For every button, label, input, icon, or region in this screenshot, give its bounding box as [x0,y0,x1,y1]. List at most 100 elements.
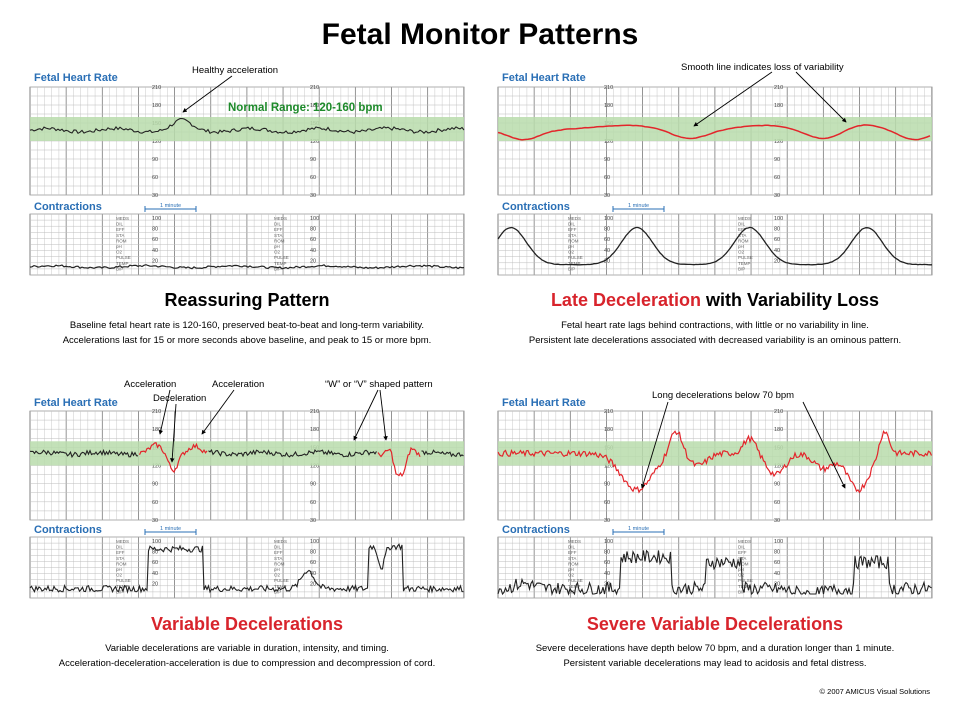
chart-side-label: O2 [274,250,281,255]
fhr-trace [29,448,139,459]
normal-range-label: Normal Range: 120-160 bpm [228,102,383,114]
chart-side-label: PULSE [738,255,753,260]
contraction-trace [497,549,932,597]
chart-side-label: PULSE [568,578,583,583]
contraction-grid [497,213,933,276]
panel-description-line2: Acceleration-deceleration-acceleration i… [59,658,436,669]
chart-side-label: ROM [568,238,579,243]
one-minute-label: 1 minute [628,203,649,209]
uc-scale-label: 100 [152,216,161,222]
chart-side-label: STA [116,556,124,561]
uc-scale-label: 40 [774,248,780,254]
fhr-scale-label: 210 [310,409,319,415]
chart-side-label: PULSE [274,255,289,260]
fhr-label: Fetal Heart Rate [502,397,586,409]
fhr-scale-label: 30 [310,518,316,524]
chart-side-label: pH [568,244,574,249]
fhr-scale-label: 120 [774,464,783,470]
chart-side-label: PULSE [274,578,289,583]
chart-side-label: DIL [738,545,746,550]
uc-scale-label: 40 [604,571,610,577]
panel-description-line2: Persistent variable decelerations may le… [563,658,866,669]
fhr-scale-label: 120 [774,139,783,145]
chart-side-label: MEDS [568,539,581,544]
chart-side-label: B/P [738,589,745,594]
chart-side-label: ROM [738,561,749,566]
chart-side-label: pH [274,244,280,249]
fhr-scale-label: 30 [310,193,316,199]
chart-side-label: DIL [116,222,124,227]
fhr-scale-label: 120 [604,464,613,470]
chart-side-label: PULSE [738,578,753,583]
chart-side-label: B/P [116,266,123,271]
fhr-scale-label: 210 [604,85,613,91]
fhr-scale-label: 60 [152,500,158,506]
fhr-scale-label: 180 [310,103,319,109]
chart-side-label: pH [116,244,122,249]
fhr-scale-label: 120 [152,464,161,470]
fhr-scale-label: 30 [152,518,158,524]
chart-side-label: TEMP [274,261,287,266]
fhr-scale-label: 180 [774,427,783,433]
copyright: © 2007 AMICUS Visual Solutions [820,687,931,696]
annotation-w-v-pattern: “W” or “V” shaped pattern [325,379,433,390]
chart-side-label: pH [116,567,122,572]
uc-scale-label: 80 [604,227,610,233]
annotation-acceleration-2: Acceleration [212,379,264,390]
annotation-arrow [693,71,773,127]
chart-side-label: TEMP [738,261,751,266]
panel-heading: Reassuring Pattern [164,290,329,310]
fhr-trace-deceleration [138,441,208,474]
contractions-label: Contractions [502,201,570,213]
chart-side-label: ROM [116,561,127,566]
chart-side-label: B/P [568,266,575,271]
panel-description-line2: Accelerations last for 15 or more second… [63,335,432,346]
uc-scale-label: 80 [774,550,780,556]
fhr-scale-label: 210 [774,409,783,415]
chart-side-label: TEMP [274,584,287,589]
chart-side-label: O2 [738,250,745,255]
fhr-scale-label: 180 [152,427,161,433]
annotation-arrow [182,75,233,113]
chart-side-label: MEDS [738,216,751,221]
fhr-trace [497,124,931,141]
chart-side-label: pH [738,567,744,572]
chart-side-label: ROM [738,238,749,243]
chart-side-label: MEDS [738,539,751,544]
fhr-scale-label: 30 [604,518,610,524]
uc-scale-label: 20 [774,581,780,587]
chart-side-label: PULSE [568,255,583,260]
chart-side-label: pH [274,567,280,572]
fhr-scale-label: 90 [604,482,610,488]
uc-scale-label: 40 [152,248,158,254]
chart-side-label: ROM [116,238,127,243]
chart-side-label: B/P [274,589,281,594]
uc-scale-label: 20 [152,581,158,587]
annotation-smooth-line: Smooth line indicates loss of variabilit… [681,62,844,73]
fhr-scale-label: 120 [310,139,319,145]
contraction-grid [29,536,465,599]
chart-side-label: MEDS [274,539,287,544]
fhr-scale-label: 180 [604,103,613,109]
uc-scale-label: 100 [604,216,613,222]
fhr-scale-label: 60 [152,175,158,181]
contraction-grid [29,213,465,276]
fhr-scale-label: 60 [604,500,610,506]
contraction-trace [29,543,464,594]
chart-side-label: ROM [568,561,579,566]
chart-side-label: STA [116,233,124,238]
uc-scale-label: 20 [774,258,780,264]
annotation-healthy-acceleration: Healthy acceleration [192,65,278,76]
fhr-scale-label: 210 [152,409,161,415]
fhr-label: Fetal Heart Rate [34,72,118,84]
normal-range-band [498,441,932,466]
chart-side-label: TEMP [116,261,129,266]
fhr-scale-label: 120 [604,139,613,145]
chart-side-label: DIL [738,222,746,227]
fhr-scale-label: 90 [310,482,316,488]
chart-side-label: MEDS [274,216,287,221]
uc-scale-label: 40 [152,571,158,577]
uc-scale-label: 60 [152,237,158,243]
annotation-arrow [158,389,171,435]
